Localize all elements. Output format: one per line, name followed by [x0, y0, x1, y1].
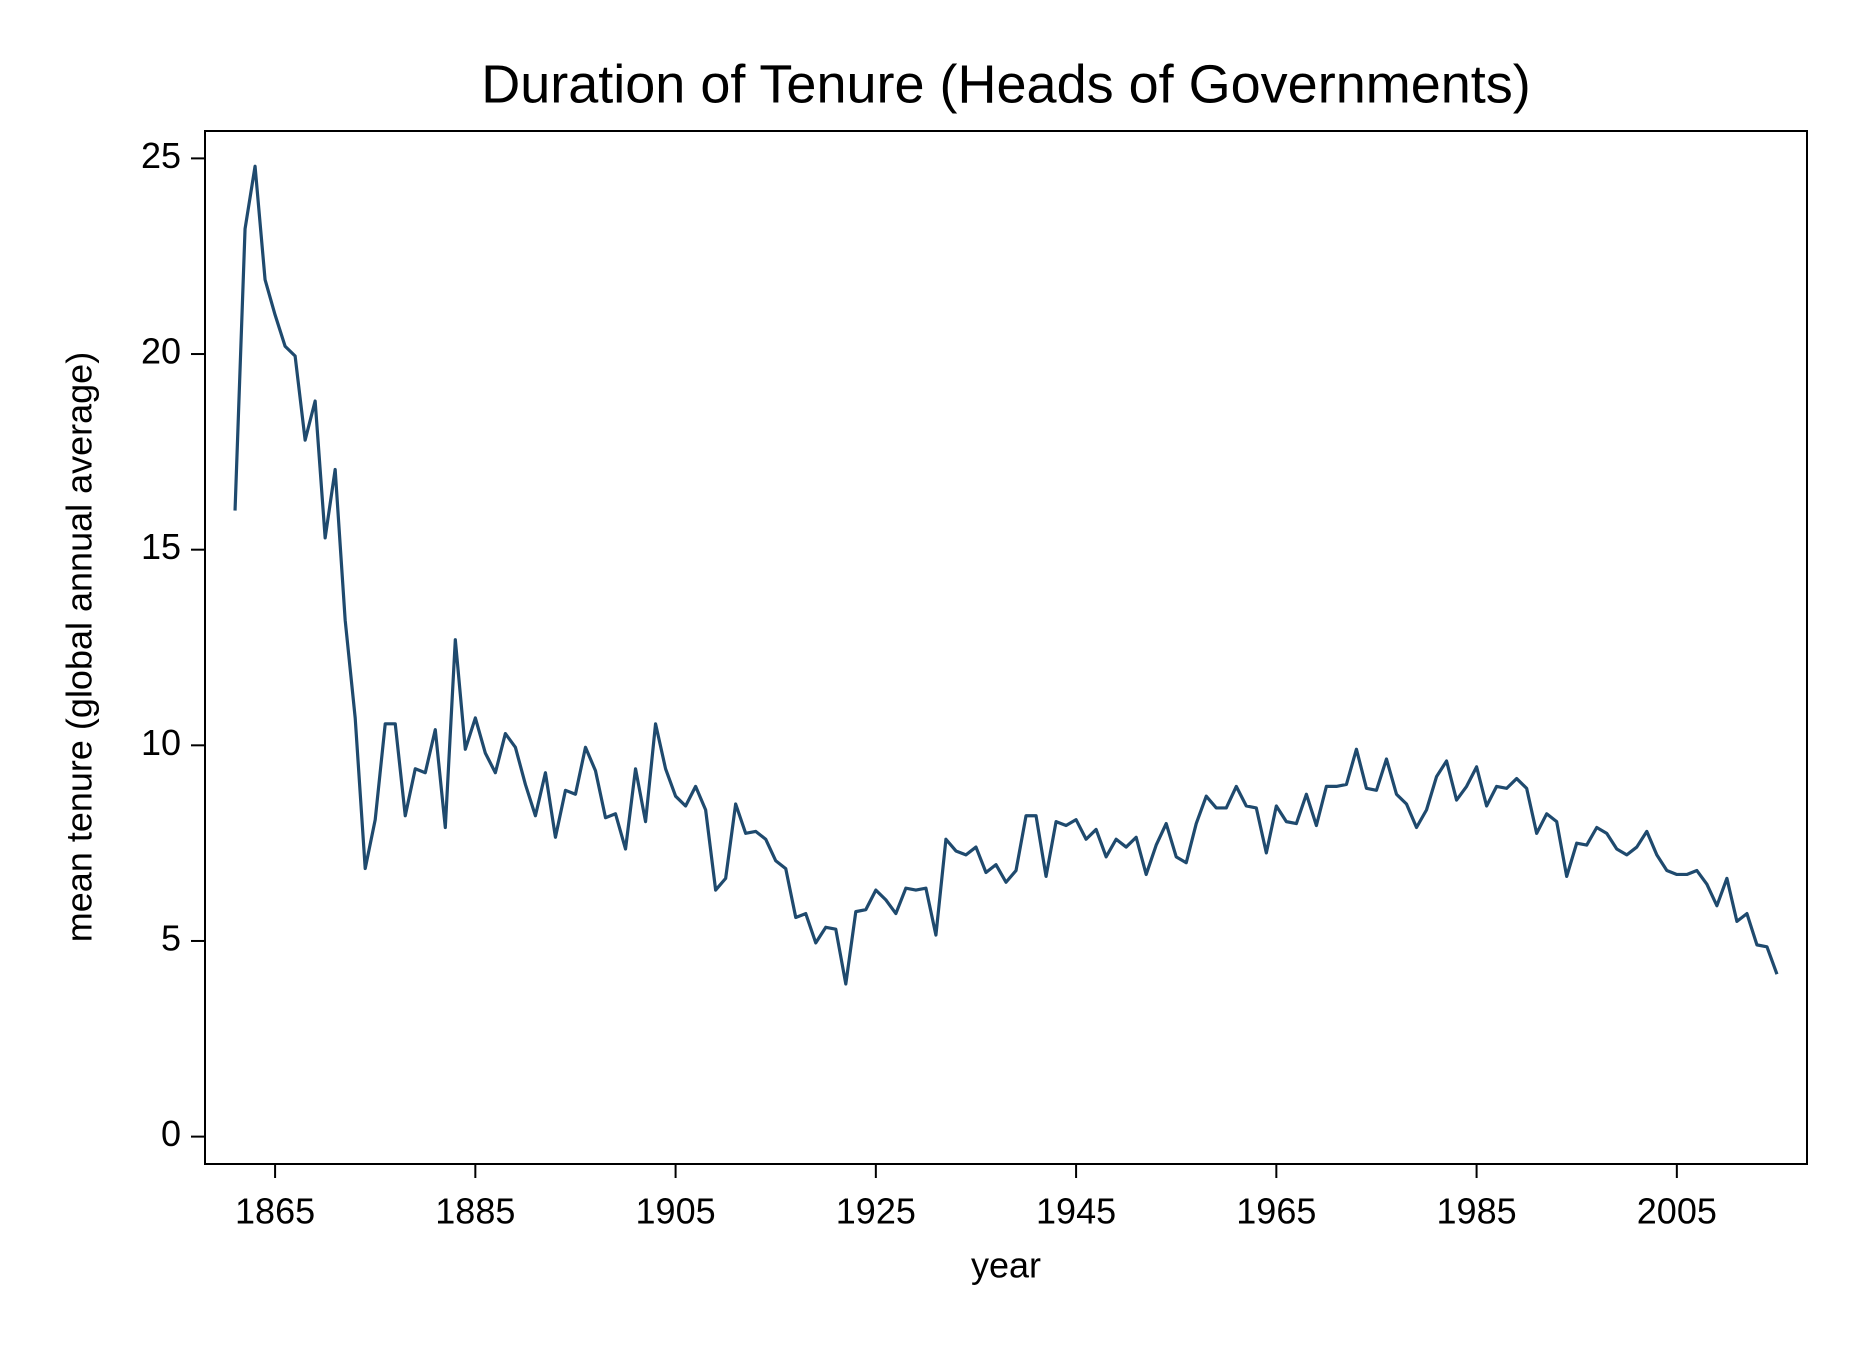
x-axis-label: year [971, 1245, 1041, 1286]
y-tick-label: 0 [161, 1113, 181, 1154]
x-tick-label: 1945 [1036, 1191, 1116, 1232]
x-tick-label: 1905 [636, 1191, 716, 1232]
y-axis-label: mean tenure (global annual average) [59, 352, 100, 942]
y-tick-label: 10 [141, 722, 181, 763]
y-tick-label: 25 [141, 135, 181, 176]
y-tick-label: 20 [141, 331, 181, 372]
plot-frame [204, 130, 1808, 1165]
y-tick-label: 15 [141, 526, 181, 567]
x-tick-label: 1925 [836, 1191, 916, 1232]
chart-title: Duration of Tenure (Heads of Governments… [481, 54, 1531, 114]
x-tick-label: 2005 [1637, 1191, 1717, 1232]
x-tick-label: 1985 [1437, 1191, 1517, 1232]
data-line [233, 164, 1779, 986]
y-tick-label: 5 [161, 917, 181, 958]
x-tick-label: 1865 [235, 1191, 315, 1232]
x-tick-label: 1965 [1236, 1191, 1316, 1232]
x-tick-label: 1885 [435, 1191, 515, 1232]
